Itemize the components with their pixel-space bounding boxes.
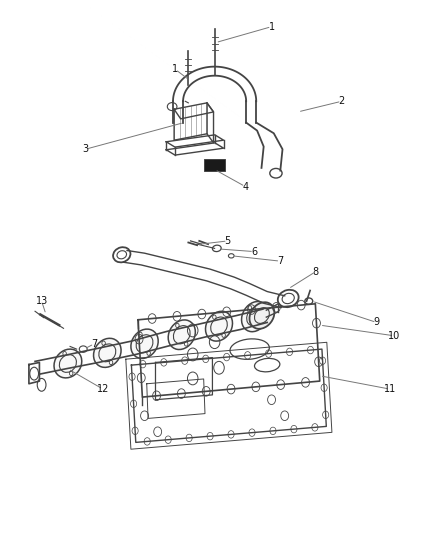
Ellipse shape (205, 311, 233, 341)
Ellipse shape (131, 329, 158, 359)
Text: 6: 6 (251, 247, 257, 256)
Ellipse shape (250, 302, 274, 329)
Bar (204, 159, 225, 171)
Text: 2: 2 (339, 96, 345, 106)
Ellipse shape (241, 302, 268, 332)
Text: 1: 1 (268, 22, 275, 31)
Text: 8: 8 (312, 267, 318, 277)
Text: 11: 11 (384, 384, 396, 394)
Ellipse shape (54, 349, 82, 378)
Ellipse shape (168, 320, 195, 350)
Text: 12: 12 (97, 384, 109, 394)
Text: 5: 5 (225, 236, 231, 246)
Text: 13: 13 (35, 296, 48, 306)
Text: 4: 4 (242, 182, 248, 191)
Text: 3: 3 (82, 144, 88, 154)
Text: 1: 1 (172, 64, 178, 74)
Ellipse shape (94, 338, 121, 367)
Text: 7: 7 (277, 256, 283, 266)
Text: 7: 7 (91, 339, 97, 349)
Text: 10: 10 (388, 331, 400, 341)
Text: 9: 9 (374, 318, 380, 327)
